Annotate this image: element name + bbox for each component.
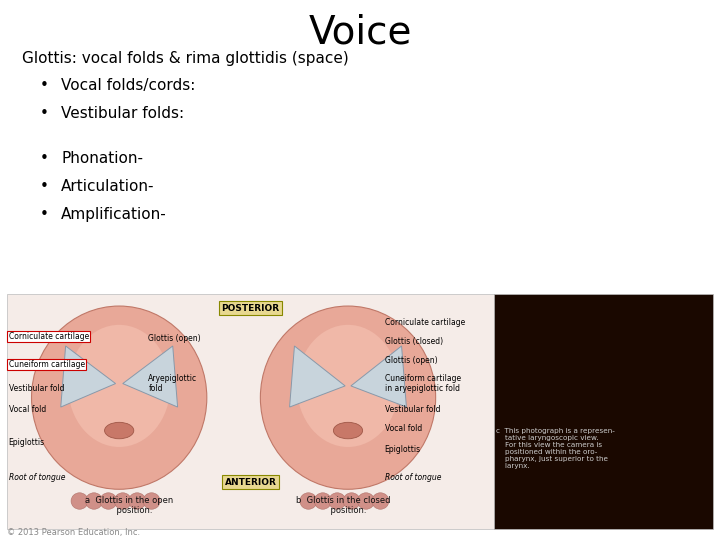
Text: Glottis (open): Glottis (open): [384, 355, 437, 364]
Text: Amplification-: Amplification-: [61, 207, 167, 222]
Ellipse shape: [261, 306, 436, 489]
Text: •: •: [40, 106, 48, 122]
Polygon shape: [351, 346, 406, 407]
Text: Aryepiglottic
fold: Aryepiglottic fold: [148, 374, 197, 393]
Ellipse shape: [300, 493, 317, 509]
Ellipse shape: [32, 306, 207, 489]
Text: Vestibular fold: Vestibular fold: [384, 405, 440, 414]
Text: POSTERIOR: POSTERIOR: [222, 303, 279, 313]
Text: Root of tongue: Root of tongue: [9, 473, 65, 482]
Ellipse shape: [114, 493, 131, 509]
Text: Articulation-: Articulation-: [61, 179, 155, 194]
FancyBboxPatch shape: [7, 294, 494, 529]
Text: Glottis: vocal folds & rima glottidis (space): Glottis: vocal folds & rima glottidis (s…: [22, 51, 348, 66]
Text: Vocal fold: Vocal fold: [384, 424, 422, 433]
Ellipse shape: [358, 493, 374, 509]
Text: •: •: [40, 179, 48, 194]
Polygon shape: [60, 346, 116, 407]
Ellipse shape: [100, 493, 117, 509]
Text: Glottis (closed): Glottis (closed): [384, 337, 443, 346]
Text: Cuneiform cartilage: Cuneiform cartilage: [9, 360, 85, 369]
Ellipse shape: [129, 493, 145, 509]
Polygon shape: [289, 346, 345, 407]
Ellipse shape: [143, 493, 160, 509]
Polygon shape: [123, 346, 178, 407]
Ellipse shape: [68, 325, 171, 447]
Text: Vocal folds/cords:: Vocal folds/cords:: [61, 78, 196, 93]
Ellipse shape: [86, 493, 102, 509]
Text: © 2013 Pearson Education, Inc.: © 2013 Pearson Education, Inc.: [7, 528, 140, 537]
Text: a  Glottis in the open
    position.: a Glottis in the open position.: [85, 496, 173, 515]
Text: Voice: Voice: [308, 14, 412, 51]
Text: Corniculate cartilage: Corniculate cartilage: [384, 318, 465, 327]
Ellipse shape: [329, 493, 346, 509]
Text: •: •: [40, 151, 48, 166]
Ellipse shape: [333, 422, 363, 439]
Text: Epiglottis: Epiglottis: [9, 438, 45, 447]
Text: Vestibular folds:: Vestibular folds:: [61, 106, 184, 122]
Text: Vocal fold: Vocal fold: [9, 405, 46, 414]
Text: Vestibular fold: Vestibular fold: [9, 384, 64, 393]
Text: Corniculate cartilage: Corniculate cartilage: [9, 332, 89, 341]
Ellipse shape: [297, 325, 399, 447]
Text: Cuneiform cartilage
in aryepiglottic fold: Cuneiform cartilage in aryepiglottic fol…: [384, 374, 461, 393]
Text: Epiglottis: Epiglottis: [384, 445, 420, 454]
Ellipse shape: [343, 493, 360, 509]
Text: Glottis (open): Glottis (open): [148, 334, 201, 343]
Text: •: •: [40, 207, 48, 222]
Text: Root of tongue: Root of tongue: [384, 473, 441, 482]
Text: b  Glottis in the closed
    position.: b Glottis in the closed position.: [296, 496, 390, 515]
Text: c  This photograph is a represen-
    tative laryngoscopic view.
    For this vi: c This photograph is a represen- tative …: [496, 428, 615, 469]
Ellipse shape: [315, 493, 331, 509]
Ellipse shape: [104, 422, 134, 439]
Ellipse shape: [71, 493, 88, 509]
Ellipse shape: [372, 493, 389, 509]
Text: ANTERIOR: ANTERIOR: [225, 477, 276, 487]
FancyBboxPatch shape: [494, 294, 713, 529]
Text: •: •: [40, 78, 48, 93]
Text: Phonation-: Phonation-: [61, 151, 143, 166]
